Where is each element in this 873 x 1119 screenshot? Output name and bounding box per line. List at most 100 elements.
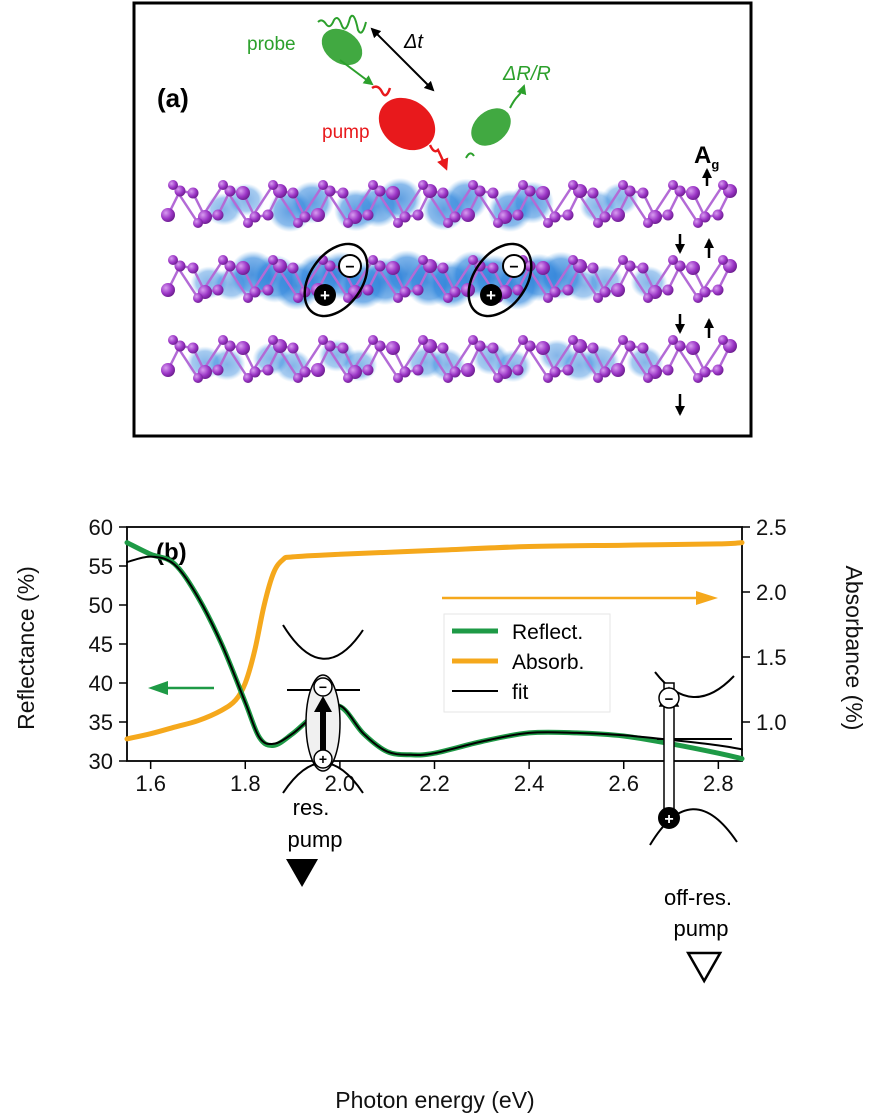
- atom: [318, 335, 328, 345]
- atom: [512, 209, 524, 221]
- atom: [699, 286, 711, 298]
- atom: [686, 186, 700, 200]
- reflected-probe-pulse: [465, 84, 527, 159]
- atom: [536, 186, 550, 200]
- atom: [562, 284, 574, 296]
- atom: [543, 373, 553, 383]
- mode-label: Ag: [694, 142, 719, 172]
- atom: [168, 180, 178, 190]
- atom: [418, 255, 428, 265]
- atom: [368, 335, 378, 345]
- y2-tick-label: 1.0: [756, 710, 787, 735]
- atom: [493, 218, 503, 228]
- crystal-layer: [161, 335, 737, 383]
- delta-t-arrow: [370, 27, 435, 92]
- atom: [318, 180, 328, 190]
- atom: [293, 293, 303, 303]
- offres-band-diagram: [649, 671, 738, 846]
- atom: [343, 218, 353, 228]
- atom: [393, 293, 403, 303]
- atom: [568, 180, 578, 190]
- atom: [543, 218, 553, 228]
- atom: [712, 209, 724, 221]
- x-tick-label: 2.6: [608, 771, 639, 796]
- atom: [243, 218, 253, 228]
- atom: [518, 180, 528, 190]
- atom: [468, 255, 478, 265]
- atom: [624, 260, 636, 272]
- atom: [236, 186, 250, 200]
- atom: [693, 218, 703, 228]
- y-axis-right: 1.0 1.5 2.0 2.5: [742, 515, 787, 735]
- atom: [262, 284, 274, 296]
- y2-tick-label: 2.0: [756, 580, 787, 605]
- atom: [587, 342, 599, 354]
- offres-hole-sign: +: [664, 811, 673, 828]
- atom: [268, 255, 278, 265]
- atom: [718, 335, 728, 345]
- atom: [593, 293, 603, 303]
- atom: [262, 364, 274, 376]
- offres-pump-label-line1: off-res.: [664, 885, 732, 910]
- atom: [412, 284, 424, 296]
- atom: [562, 364, 574, 376]
- offres-electron-sign: −: [665, 691, 674, 708]
- atom: [668, 180, 678, 190]
- atom: [524, 340, 536, 352]
- atom: [161, 283, 175, 297]
- atom: [224, 340, 236, 352]
- res-pump-label-line2: pump: [287, 827, 342, 852]
- atom: [268, 180, 278, 190]
- hole-sign: +: [486, 286, 496, 305]
- x-axis: 1.6 1.8 2.0 2.2 2.4 2.6 2.8: [135, 761, 734, 796]
- atom: [611, 363, 625, 377]
- electron-sign: −: [509, 259, 518, 276]
- panel-a: (a) probe Δt pump ΔR/R Ag: [132, 1, 753, 438]
- x-tick-label: 2.2: [419, 771, 450, 796]
- atom: [568, 335, 578, 345]
- series-line-absorb: [124, 540, 745, 742]
- atom: [187, 187, 199, 199]
- y-tick-label: 40: [89, 671, 113, 696]
- y-tick-label: 45: [89, 632, 113, 657]
- atom: [299, 366, 311, 378]
- atom: [236, 261, 250, 275]
- atom: [461, 363, 475, 377]
- atom: [324, 340, 336, 352]
- atom: [674, 340, 686, 352]
- res-pump-marker: [286, 859, 319, 887]
- absorb-axis-arrow: [442, 591, 718, 605]
- pump-label: pump: [322, 122, 370, 143]
- probe-label: probe: [247, 34, 296, 55]
- resonant-band-diagram: [282, 624, 364, 794]
- atom: [224, 260, 236, 272]
- atom: [599, 286, 611, 298]
- atom: [174, 260, 186, 272]
- atom: [549, 286, 561, 298]
- atom: [418, 335, 428, 345]
- atom: [468, 335, 478, 345]
- atom: [487, 262, 499, 274]
- panel-b: (b) 1.6 1.8 2.0 2.2 2.4 2.6 2.8 30354045505560…: [13, 515, 867, 1113]
- atom: [218, 335, 228, 345]
- atom: [311, 363, 325, 377]
- atom: [693, 373, 703, 383]
- atom: [161, 363, 175, 377]
- atom: [468, 180, 478, 190]
- atom: [362, 284, 374, 296]
- atom: [643, 218, 653, 228]
- atom: [693, 293, 703, 303]
- atom: [562, 209, 574, 221]
- atom: [593, 373, 603, 383]
- atom: [461, 208, 475, 222]
- atom: [718, 180, 728, 190]
- atom: [618, 335, 628, 345]
- reflect-axis-arrow: [148, 681, 214, 695]
- atom: [543, 293, 553, 303]
- x-tick-label: 1.8: [230, 771, 261, 796]
- atom: [368, 255, 378, 265]
- atom: [637, 262, 649, 274]
- atom: [187, 342, 199, 354]
- atom: [449, 366, 461, 378]
